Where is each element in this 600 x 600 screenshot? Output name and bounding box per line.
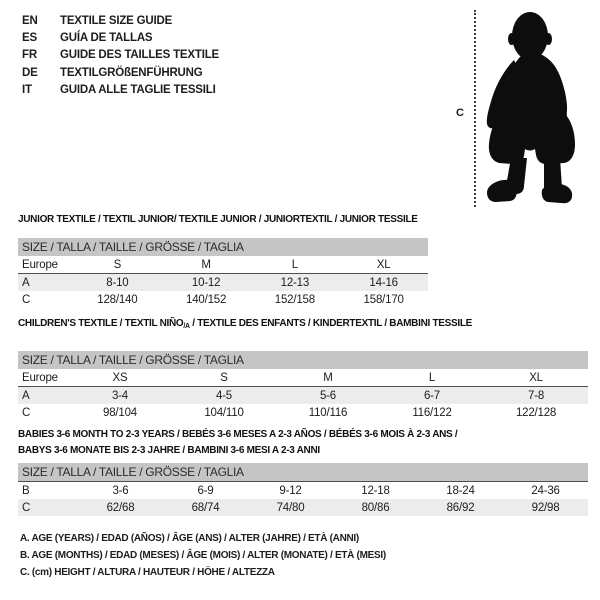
babies-size-table: SIZE / TALLA / TAILLE / GRÖSSE / TAGLIA … (18, 463, 589, 516)
children-textile-section: CHILDREN'S TEXTILE / TEXTIL NIÑO/A / TEX… (18, 317, 589, 421)
language-label: TEXTILGRÖßENFÜHRUNG (60, 66, 203, 79)
region-label: Europe (22, 371, 58, 384)
age-cell: 3-4 (68, 386, 172, 404)
size-col-header: S (113, 258, 122, 271)
children-size-table: SIZE / TALLA / TAILLE / GRÖSSE / TAGLIA … (18, 351, 589, 421)
height-dotted-line (474, 10, 476, 207)
size-header-row: SIZE / TALLA / TAILLE / GRÖSSE / TAGLIA (18, 238, 429, 256)
language-code: IT (22, 83, 32, 96)
children-title-suffix: / TEXTILE DES ENFANTS / KINDERTEXTIL / B… (189, 318, 473, 329)
height-cell: 92/98 (503, 499, 589, 516)
age-cell: 5-6 (276, 386, 380, 404)
height-cell: 86/92 (418, 499, 503, 516)
age-cell: 4-5 (172, 386, 276, 404)
height-cell: 116/122 (412, 406, 452, 419)
legend-line-a: A. AGE (YEARS) / EDAD (AÑOS) / ÂGE (ANS)… (20, 533, 359, 544)
age-cell: 9-12 (248, 481, 333, 499)
height-cell: 62/68 (78, 499, 163, 516)
age-cell: 10-12 (161, 273, 251, 291)
children-section-title: CHILDREN'S TEXTILE / TEXTIL NIÑO/A / TEX… (18, 317, 588, 333)
babies-title-line1: BABIES 3-6 MONTH TO 2-3 YEARS / BEBÉS 3-… (18, 429, 458, 440)
junior-size-table: SIZE / TALLA / TAILLE / GRÖSSE / TAGLIA … (18, 238, 429, 308)
row-label: A (18, 386, 68, 404)
age-years-row: A 8-10 10-12 12-13 14-16 (18, 273, 429, 291)
age-years-row: A 3-4 4-5 5-6 6-7 7-8 (18, 386, 589, 404)
height-cell: 122/128 (515, 406, 557, 419)
height-cell: 98/104 (103, 406, 137, 419)
size-col-header: XS (112, 371, 128, 384)
language-code: DE (22, 66, 38, 79)
junior-textile-section: JUNIOR TEXTILE / TEXTIL JUNIOR/ TEXTILE … (18, 213, 429, 308)
babies-section-title: BABIES 3-6 MONTH TO 2-3 YEARS / BEBÉS 3-… (18, 427, 588, 459)
row-label: A (18, 273, 73, 291)
legend-line-c: C. (cm) HEIGHT / ALTURA / HAUTEUR / HÖHE… (20, 566, 275, 578)
size-col-header: M (323, 371, 333, 384)
age-cell: 8-10 (73, 273, 162, 291)
size-header-row: SIZE / TALLA / TAILLE / GRÖSSE / TAGLIA (18, 463, 589, 482)
language-row-es: ES GUÍA DE TALLAS (22, 30, 219, 47)
row-label: C (22, 293, 31, 306)
height-cell: 158/170 (363, 293, 404, 306)
row-label: B (18, 481, 78, 499)
language-row-de: DE TEXTILGRÖßENFÜHRUNG (22, 65, 219, 82)
language-code: EN (22, 15, 38, 27)
language-list: EN TEXTILE SIZE GUIDE ES GUÍA DE TALLAS FR… (22, 13, 219, 99)
height-cell: 104/110 (204, 406, 244, 419)
row-label: C (18, 499, 78, 516)
language-label: TEXTILE SIZE GUIDE (60, 15, 173, 27)
height-cell: 152/158 (274, 293, 315, 306)
language-code: FR (22, 49, 37, 62)
height-cm-row: C 62/68 68/74 74/80 80/86 86/92 92/98 (18, 499, 589, 516)
size-col-header: XL (529, 371, 543, 384)
height-cell: 128/140 (97, 293, 138, 306)
age-cell: 24-36 (503, 481, 589, 499)
size-col-header: L (291, 258, 298, 271)
legend: A. AGE (YEARS) / EDAD (AÑOS) / ÂGE (ANS)… (20, 531, 386, 581)
children-title-prefix: CHILDREN'S TEXTILE / TEXTIL NIÑO (18, 318, 184, 329)
legend-line-b: B. AGE (MONTHS) / EDAD (MESES) / ÂGE (MO… (20, 549, 386, 561)
language-label: GUIDE DES TAILLES TEXTILE (60, 49, 219, 62)
age-cell: 6-9 (163, 481, 248, 499)
age-cell: 12-18 (333, 481, 418, 499)
baby-silhouette-icon (486, 12, 575, 204)
height-cell: 68/74 (163, 499, 248, 516)
language-row-it: IT GUIDA ALLE TAGLIE TESSILI (22, 82, 219, 99)
language-label: GUÍA DE TALLAS (60, 32, 153, 45)
size-header-row: SIZE / TALLA / TAILLE / GRÖSSE / TAGLIA (18, 351, 589, 369)
region-row: Europe XS S M L XL (18, 369, 588, 387)
row-label: C (22, 406, 31, 419)
size-col-header: M (201, 258, 211, 271)
age-cell: 18-24 (418, 481, 503, 499)
babies-textile-section: BABIES 3-6 MONTH TO 2-3 YEARS / BEBÉS 3-… (18, 427, 589, 516)
size-col-header: S (220, 371, 228, 384)
size-header-label: SIZE / TALLA / TAILLE / GRÖSSE / TAGLIA (18, 351, 589, 369)
age-cell: 12-13 (250, 273, 340, 291)
age-cell: 7-8 (484, 386, 589, 404)
language-row-fr: FR GUIDE DES TAILLES TEXTILE (22, 47, 219, 64)
children-title-sub: /A (183, 323, 190, 330)
age-cell: 3-6 (78, 481, 163, 499)
language-code: ES (22, 32, 37, 45)
language-row-en: EN TEXTILE SIZE GUIDE (22, 13, 219, 30)
height-measure-label: C (456, 107, 464, 119)
region-row: Europe S M L XL (18, 256, 428, 274)
age-cell: 6-7 (380, 386, 484, 404)
junior-section-title: JUNIOR TEXTILE / TEXTIL JUNIOR/ TEXTILE … (18, 214, 418, 225)
height-cell: 110/116 (308, 406, 348, 419)
size-header-label: SIZE / TALLA / TAILLE / GRÖSSE / TAGLIA (18, 463, 589, 482)
height-cm-row: C 128/140 140/152 152/158 158/170 (18, 291, 428, 308)
height-cm-row: C 98/104 104/110 110/116 116/122 122/128 (18, 404, 588, 421)
size-col-header: L (428, 371, 436, 384)
babies-title-line2: BABYS 3-6 MONATE BIS 2-3 JAHRE / BAMBINI… (18, 445, 320, 456)
region-label: Europe (22, 258, 58, 271)
size-header-label: SIZE / TALLA / TAILLE / GRÖSSE / TAGLIA (18, 238, 429, 256)
size-col-header: XL (376, 258, 391, 271)
language-label: GUIDA ALLE TAGLIE TESSILI (60, 83, 216, 96)
age-cell: 14-16 (339, 273, 429, 291)
height-cell: 74/80 (248, 499, 333, 516)
height-cell: 80/86 (333, 499, 418, 516)
height-cell: 140/152 (186, 293, 227, 306)
age-months-row: B 3-6 6-9 9-12 12-18 18-24 24-36 (18, 481, 589, 499)
